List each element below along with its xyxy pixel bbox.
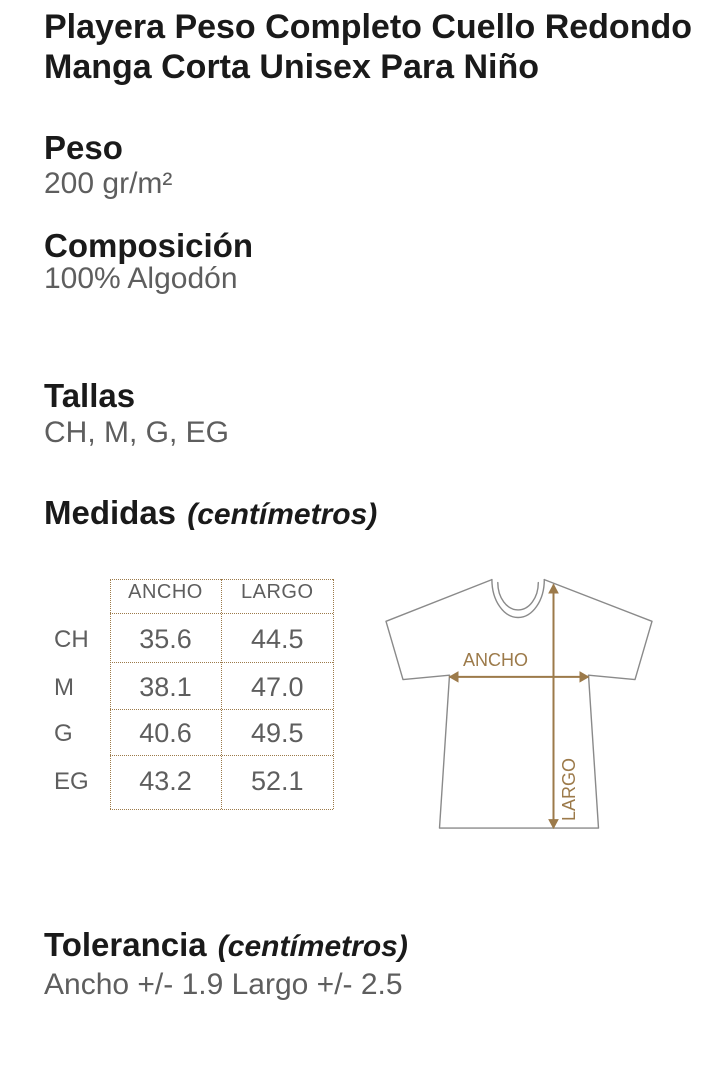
svg-text:ANCHO: ANCHO xyxy=(463,650,528,670)
svg-text:LARGO: LARGO xyxy=(559,758,579,821)
